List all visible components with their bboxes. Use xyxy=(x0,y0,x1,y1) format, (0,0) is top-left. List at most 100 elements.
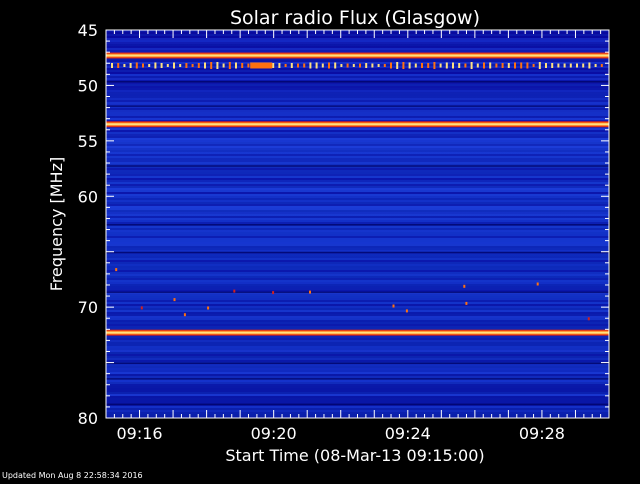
spectral-stripe xyxy=(106,256,609,258)
spectral-stripe xyxy=(106,356,609,358)
burst-mark xyxy=(501,63,504,68)
x-axis-label: Start Time (08-Mar-13 09:15:00) xyxy=(225,446,484,465)
y-tick-label: 55 xyxy=(78,132,98,151)
spectral-stripe xyxy=(106,50,609,52)
bright-bands xyxy=(106,52,609,336)
spectral-stripe xyxy=(106,342,609,344)
y-axis-label: Frequency [MHz] xyxy=(47,157,66,291)
spectral-stripe xyxy=(106,116,609,118)
burst-mark xyxy=(117,63,120,68)
burst-mark xyxy=(452,62,454,69)
spectral-stripe xyxy=(106,112,609,114)
hot-spot xyxy=(233,289,236,293)
spectral-stripe xyxy=(106,366,609,368)
burst-mark xyxy=(297,63,299,68)
spectral-stripe xyxy=(106,102,609,104)
spectral-stripe xyxy=(106,340,609,342)
spectral-stripe xyxy=(106,156,609,158)
burst-mark xyxy=(433,62,436,69)
spectral-stripe xyxy=(106,374,609,376)
spectral-stripe xyxy=(106,274,609,276)
spectral-stripe xyxy=(106,172,609,174)
spectral-stripe xyxy=(106,308,609,310)
spectral-stripe xyxy=(106,212,609,214)
spectral-stripe xyxy=(106,338,609,340)
spectral-stripe xyxy=(106,344,609,346)
spectral-stripe xyxy=(106,312,609,314)
spectral-stripe xyxy=(106,306,609,308)
spectral-stripe xyxy=(106,84,609,86)
burst-mark xyxy=(210,62,213,69)
burst-mark xyxy=(197,63,200,68)
spectral-stripe xyxy=(106,370,609,372)
spectral-stripe xyxy=(106,118,609,120)
spectral-stripe xyxy=(106,174,609,176)
spectral-stripe xyxy=(106,162,609,164)
spectral-stripe xyxy=(106,152,609,154)
spectral-stripe xyxy=(106,250,609,252)
spectral-stripe xyxy=(106,98,609,100)
spectral-stripe xyxy=(106,104,609,106)
spectral-stripe xyxy=(106,346,609,348)
burst-mark xyxy=(538,62,541,69)
burst-mark xyxy=(321,63,324,68)
spectral-stripe xyxy=(106,166,609,168)
burst-mark xyxy=(272,63,275,68)
spectral-stripe xyxy=(106,326,609,328)
hot-spot xyxy=(309,290,311,294)
spectral-stripe xyxy=(106,384,609,386)
burst-mark xyxy=(111,63,113,68)
spectral-stripe xyxy=(106,300,609,302)
spectral-stripe xyxy=(106,94,609,96)
burst-mark xyxy=(142,63,144,68)
spectral-stripe xyxy=(106,192,609,194)
spectral-stripe xyxy=(106,270,609,272)
spectral-stripe xyxy=(106,248,609,250)
spectral-stripe xyxy=(106,282,609,284)
burst-mark xyxy=(166,64,169,67)
spectral-stripe xyxy=(106,160,609,162)
spectral-stripe xyxy=(106,200,609,202)
burst-mark xyxy=(334,62,337,69)
dark-line xyxy=(106,291,609,294)
spectral-stripe xyxy=(106,168,609,170)
burst-mark xyxy=(371,63,374,68)
spectral-stripe xyxy=(106,324,609,326)
spectral-stripe xyxy=(106,408,609,410)
burst-mark xyxy=(402,62,405,69)
spectral-stripe xyxy=(106,38,609,40)
burst-mark xyxy=(526,62,529,69)
spectral-stripe xyxy=(106,190,609,192)
burst-mark xyxy=(309,62,312,69)
spectral-stripe xyxy=(106,258,609,260)
x-axis: 09:16 09:20 09:24 09:28 xyxy=(105,30,610,443)
burst-mark xyxy=(228,62,231,69)
spectral-stripe xyxy=(106,88,609,90)
spectral-stripe xyxy=(106,90,609,92)
burst-mark xyxy=(148,64,151,67)
bright-band-core xyxy=(106,54,609,57)
spectral-stripe xyxy=(106,178,609,180)
spectral-stripe xyxy=(106,288,609,290)
spectral-stripe xyxy=(106,136,609,138)
burst-mark xyxy=(340,64,343,67)
dark-line xyxy=(106,80,609,83)
y-tick-label: 50 xyxy=(78,76,98,95)
spectral-stripe xyxy=(106,218,609,220)
burst-mark xyxy=(284,64,287,67)
burst-mark xyxy=(421,63,423,68)
spectral-stripe xyxy=(106,360,609,362)
spectral-stripe xyxy=(106,64,609,66)
spectral-stripe xyxy=(106,86,609,88)
burst-mark xyxy=(427,63,430,68)
burst-mark xyxy=(154,62,157,69)
spectral-stripe xyxy=(106,406,609,408)
spectral-stripe xyxy=(106,206,609,208)
spectral-stripe xyxy=(106,284,609,286)
burst-mark xyxy=(160,63,163,68)
hot-spot xyxy=(587,317,590,321)
hot-spot xyxy=(115,268,118,272)
spectral-stripe xyxy=(106,58,609,60)
burst-mark xyxy=(328,62,330,69)
